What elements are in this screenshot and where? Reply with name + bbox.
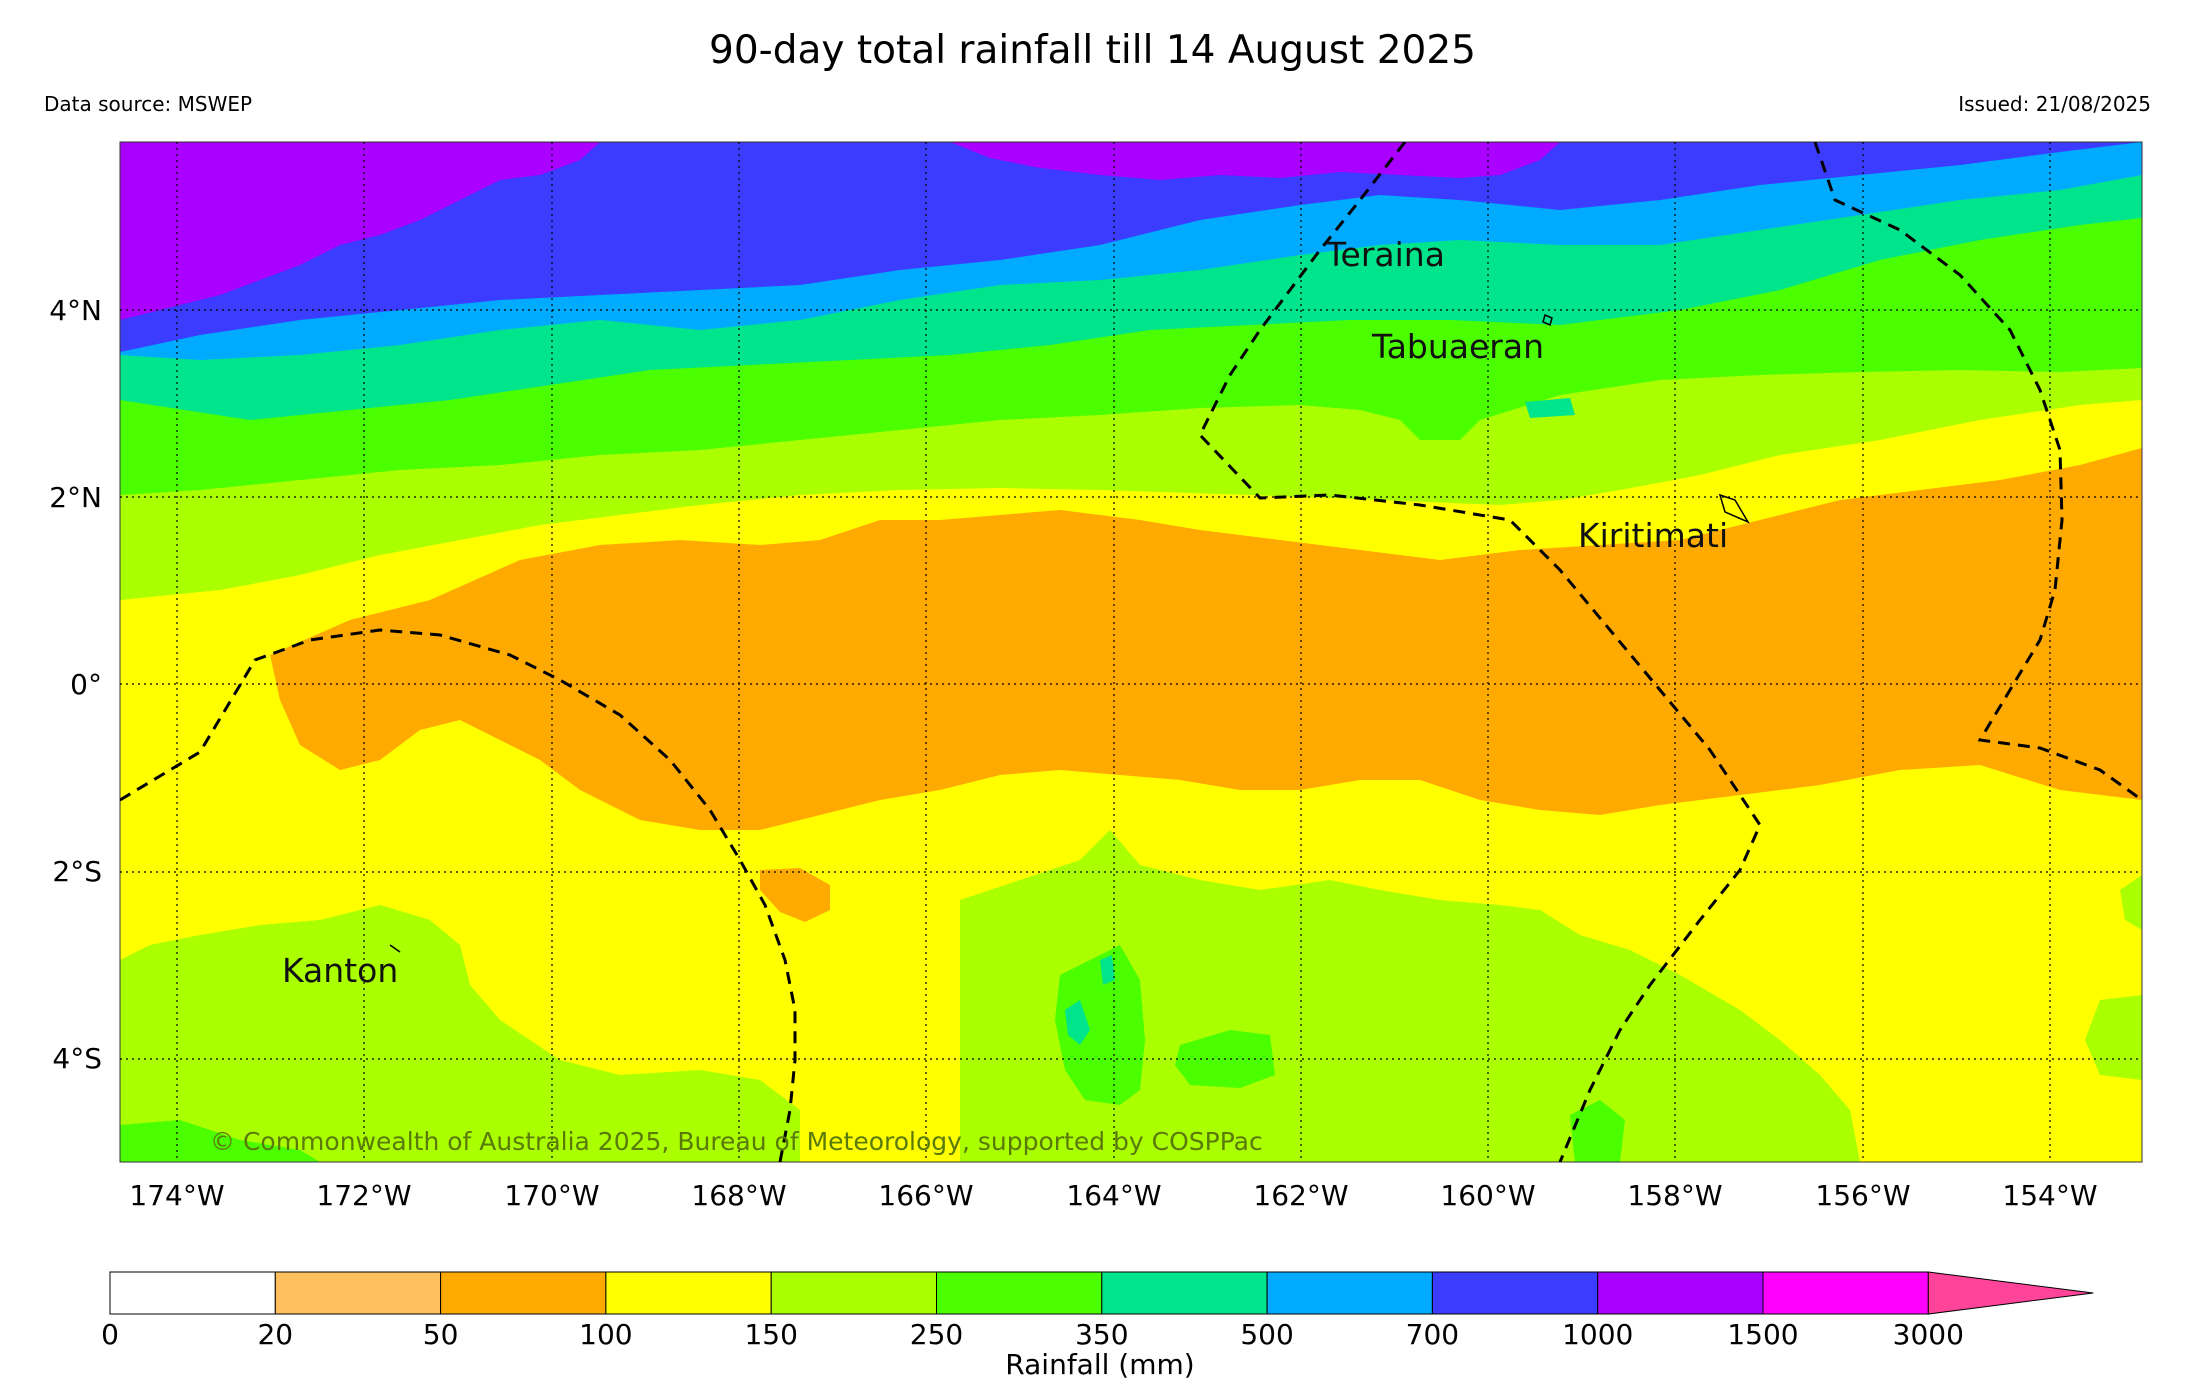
lat-label: 0°: [70, 668, 102, 701]
data-source-label: Data source: MSWEP: [44, 92, 253, 116]
colorbar-segment: [936, 1271, 1103, 1315]
colorbar-tick-label: 20: [257, 1318, 293, 1351]
band-250-350-east: [2030, 320, 2075, 350]
place-label-kiritimati: Kiritimati: [1578, 516, 1728, 555]
band-50-100-patch: [760, 868, 830, 922]
colorbar-tick-label: 250: [910, 1318, 963, 1351]
issued-date-label: Issued: 21/08/2025: [1958, 92, 2151, 116]
lon-label: 160°W: [1440, 1179, 1535, 1212]
colorbar-segment: [1597, 1271, 1764, 1315]
colorbar-tick-label: 700: [1406, 1318, 1459, 1351]
band-150-250-south-west: [120, 905, 800, 1162]
band-50-100-equatorial: [270, 448, 2142, 830]
kanton-island-icon: [389, 944, 401, 953]
colorbar-segment: [440, 1271, 607, 1315]
map-title: 90-day total rainfall till 14 August 202…: [709, 28, 1476, 73]
colorbar-segment: [605, 1271, 772, 1315]
colorbar-extension-arrow: [1927, 1271, 2094, 1315]
band-150-250-south-east: [2085, 995, 2142, 1080]
lon-label: 172°W: [316, 1179, 411, 1212]
place-label-kanton: Kanton: [282, 951, 398, 990]
islands: [389, 313, 1750, 953]
rainfall-map-area: [120, 142, 2142, 1162]
lat-label: 4°S: [52, 1042, 102, 1075]
lat-label: 4°N: [49, 294, 102, 327]
lon-label: 174°W: [129, 1179, 224, 1212]
colorbar-tick-label: 1000: [1562, 1318, 1633, 1351]
colorbar-label: Rainfall (mm): [1005, 1348, 1194, 1380]
colorbar-tick-label: 50: [423, 1318, 459, 1351]
place-label-teraina: Teraina: [1325, 235, 1445, 274]
colorbar-segment: [1101, 1271, 1268, 1315]
latitude-labels: 4°N 2°N 0° 2°S 4°S: [49, 294, 102, 1075]
colorbar-tick-label: 500: [1240, 1318, 1293, 1351]
lat-label: 2°N: [49, 481, 102, 514]
tabuaeran-island-icon: [1542, 313, 1553, 327]
colorbar-segment: [1431, 1271, 1599, 1315]
band-250-350-south-3: [1570, 1100, 1625, 1162]
map-frame: [119, 141, 2143, 1163]
colorbar-tick-label: 0: [101, 1318, 119, 1351]
lon-label: 168°W: [691, 1179, 786, 1212]
band-250-350-south-1: [1055, 945, 1145, 1105]
kiritimati-island-icon: [1718, 493, 1750, 524]
band-150-250-east-patch: [2120, 875, 2142, 930]
band-350-500-south-2: [1100, 955, 1115, 985]
band-350-500-south-1: [1065, 1000, 1090, 1045]
eez-boundaries: [120, 142, 2142, 1162]
band-700-1000-north: [120, 142, 2142, 352]
place-label-tabuaeran: Tabuaeran: [1371, 327, 1544, 366]
band-250-350-south-4: [120, 1120, 320, 1162]
lon-label: 162°W: [1253, 1179, 1348, 1212]
lon-label: 154°W: [2002, 1179, 2097, 1212]
copyright-notice: © Commonwealth of Australia 2025, Bureau…: [210, 1127, 1263, 1156]
colorbar-tick-label: 350: [1075, 1318, 1128, 1351]
lon-label: 158°W: [1627, 1179, 1722, 1212]
band-1000-1500-north-2: [950, 142, 1560, 180]
graticule: [120, 142, 2142, 1162]
longitude-labels: 174°W 172°W 170°W 168°W 166°W 164°W 162°…: [129, 1179, 2097, 1212]
colorbar-segment: [109, 1271, 276, 1315]
lon-label: 164°W: [1066, 1179, 1161, 1212]
colorbar-tick-label: 1500: [1727, 1318, 1798, 1351]
colorbar-segment: [274, 1271, 442, 1315]
lon-label: 156°W: [1815, 1179, 1910, 1212]
colorbar: 0 20 50 100 150 250 350 500 700 1000 1500 3000: [101, 1271, 2094, 1351]
colorbar-segment: [770, 1271, 938, 1315]
colorbar-tick-label: 3000: [1893, 1318, 1964, 1351]
colorbar-tick-label: 150: [744, 1318, 797, 1351]
colorbar-tick-label: 100: [579, 1318, 632, 1351]
lat-label: 2°S: [52, 855, 102, 888]
lon-label: 166°W: [878, 1179, 973, 1212]
lon-label: 170°W: [504, 1179, 599, 1212]
colorbar-segment: [1266, 1271, 1433, 1315]
colorbar-segment: [1762, 1271, 1929, 1315]
band-150-250-south-central: [960, 830, 1860, 1162]
band-350-500-east: [1525, 398, 1575, 418]
band-1000-1500-north: [120, 142, 600, 320]
